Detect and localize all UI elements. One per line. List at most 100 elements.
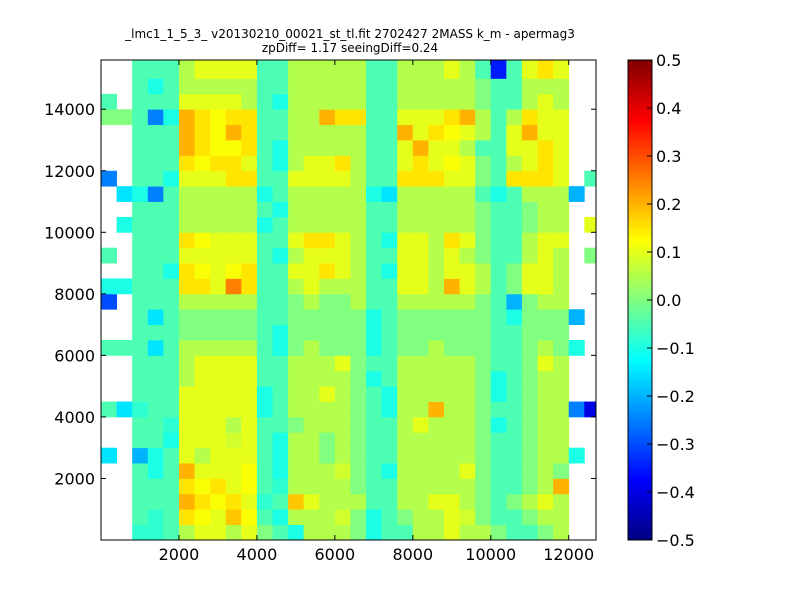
- heatmap-cell: [272, 263, 289, 279]
- heatmap-cell: [272, 201, 289, 218]
- heatmap-cell: [428, 478, 445, 495]
- heatmap-cell: [334, 293, 351, 310]
- heatmap-cell: [459, 447, 476, 464]
- heatmap-cell: [397, 416, 414, 433]
- heatmap-cell: [397, 340, 414, 356]
- heatmap-cell: [210, 278, 227, 295]
- heatmap-cell: [366, 124, 383, 141]
- heatmap-cell: [210, 60, 227, 79]
- colorbar-segment: [628, 370, 652, 373]
- colorbar-segment: [628, 328, 652, 331]
- heatmap-cell: [132, 340, 149, 356]
- heatmap-cell: [428, 463, 445, 479]
- heatmap-cell: [381, 309, 398, 326]
- heatmap-cell: [194, 416, 211, 433]
- heatmap-cell: [475, 386, 492, 402]
- heatmap-cell: [241, 447, 258, 464]
- heatmap-cell: [178, 186, 195, 202]
- heatmap-cell: [350, 201, 367, 218]
- heatmap-cell: [537, 386, 554, 402]
- x-tick-label: 10000: [465, 545, 516, 564]
- heatmap-cell: [288, 216, 305, 233]
- heatmap-cell: [412, 309, 429, 326]
- colorbar-tick-label: −0.4: [656, 483, 695, 502]
- heatmap-cell: [350, 509, 367, 526]
- colorbar-segment: [628, 434, 652, 437]
- heatmap-cell: [381, 386, 398, 402]
- heatmap-cell: [397, 60, 414, 79]
- heatmap-cell: [475, 140, 492, 156]
- x-tick-label: 6000: [314, 545, 355, 564]
- heatmap-cell: [443, 170, 460, 187]
- colorbar-segment: [628, 312, 652, 315]
- heatmap-cell: [132, 124, 149, 141]
- heatmap-cell: [225, 93, 242, 110]
- heatmap-cell: [256, 186, 273, 202]
- heatmap-cell: [506, 493, 523, 510]
- heatmap-cell: [381, 186, 398, 202]
- colorbar-segment: [628, 344, 652, 347]
- heatmap-cell: [459, 432, 476, 449]
- colorbar-segment: [628, 494, 652, 497]
- heatmap-cell: [241, 278, 258, 295]
- heatmap-cell: [319, 216, 336, 233]
- heatmap-cell: [163, 355, 180, 372]
- colorbar-segment: [628, 266, 652, 269]
- colorbar-segment: [628, 252, 652, 255]
- colorbar-segment: [628, 260, 652, 263]
- colorbar-segment: [628, 228, 652, 231]
- heatmap-cell: [428, 216, 445, 233]
- heatmap-cell: [490, 155, 507, 172]
- heatmap-cell: [366, 216, 383, 233]
- colorbar-segment: [628, 406, 652, 409]
- colorbar-segment: [628, 188, 652, 191]
- colorbar-segment: [628, 408, 652, 411]
- heatmap-cell: [147, 216, 164, 233]
- heatmap-cell: [163, 109, 180, 126]
- heatmap-cell: [210, 293, 227, 310]
- heatmap-cell: [303, 493, 320, 510]
- heatmap-cell: [319, 278, 336, 295]
- heatmap-cell: [303, 247, 320, 264]
- heatmap-cell: [459, 370, 476, 387]
- heatmap-cell: [132, 263, 149, 279]
- heatmap-cell: [225, 201, 242, 218]
- heatmap-cell: [381, 355, 398, 372]
- heatmap-cell: [412, 463, 429, 479]
- heatmap-cell: [537, 78, 554, 95]
- heatmap-cell: [397, 293, 414, 310]
- heatmap-cell: [256, 232, 273, 249]
- heatmap-cell: [568, 309, 585, 326]
- heatmap-cell: [521, 416, 538, 433]
- colorbar-segment: [628, 332, 652, 335]
- heatmap-cell: [568, 186, 585, 202]
- heatmap-cell: [303, 386, 320, 402]
- heatmap-cell: [163, 401, 180, 418]
- heatmap-cell: [443, 155, 460, 172]
- colorbar-segment: [628, 506, 652, 509]
- colorbar-segment: [628, 454, 652, 457]
- heatmap-cell: [132, 247, 149, 264]
- heatmap-cell: [241, 324, 258, 341]
- colorbar-segment: [628, 394, 652, 397]
- heatmap-cell: [303, 216, 320, 233]
- heatmap-cell: [443, 447, 460, 464]
- colorbar-segment: [628, 138, 652, 141]
- colorbar-segment: [628, 428, 652, 431]
- heatmap-cell: [366, 355, 383, 372]
- colorbar-segment: [628, 172, 652, 175]
- colorbar-segment: [628, 488, 652, 491]
- heatmap-cell: [412, 324, 429, 341]
- heatmap-cell: [412, 78, 429, 95]
- heatmap-cell: [194, 155, 211, 172]
- heatmap-cell: [537, 60, 554, 79]
- heatmap-cell: [319, 60, 336, 79]
- heatmap-cell: [225, 293, 242, 310]
- colorbar-segment: [628, 414, 652, 417]
- colorbar-segment: [628, 524, 652, 527]
- colorbar-segment: [628, 366, 652, 369]
- heatmap-cell: [366, 60, 383, 79]
- colorbar-segment: [628, 430, 652, 433]
- heatmap-cell: [288, 309, 305, 326]
- heatmap-cell: [194, 170, 211, 187]
